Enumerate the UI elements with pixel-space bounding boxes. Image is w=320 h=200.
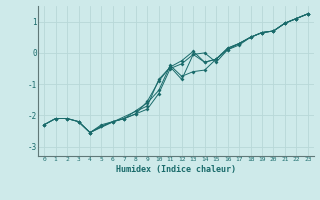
X-axis label: Humidex (Indice chaleur): Humidex (Indice chaleur) <box>116 165 236 174</box>
